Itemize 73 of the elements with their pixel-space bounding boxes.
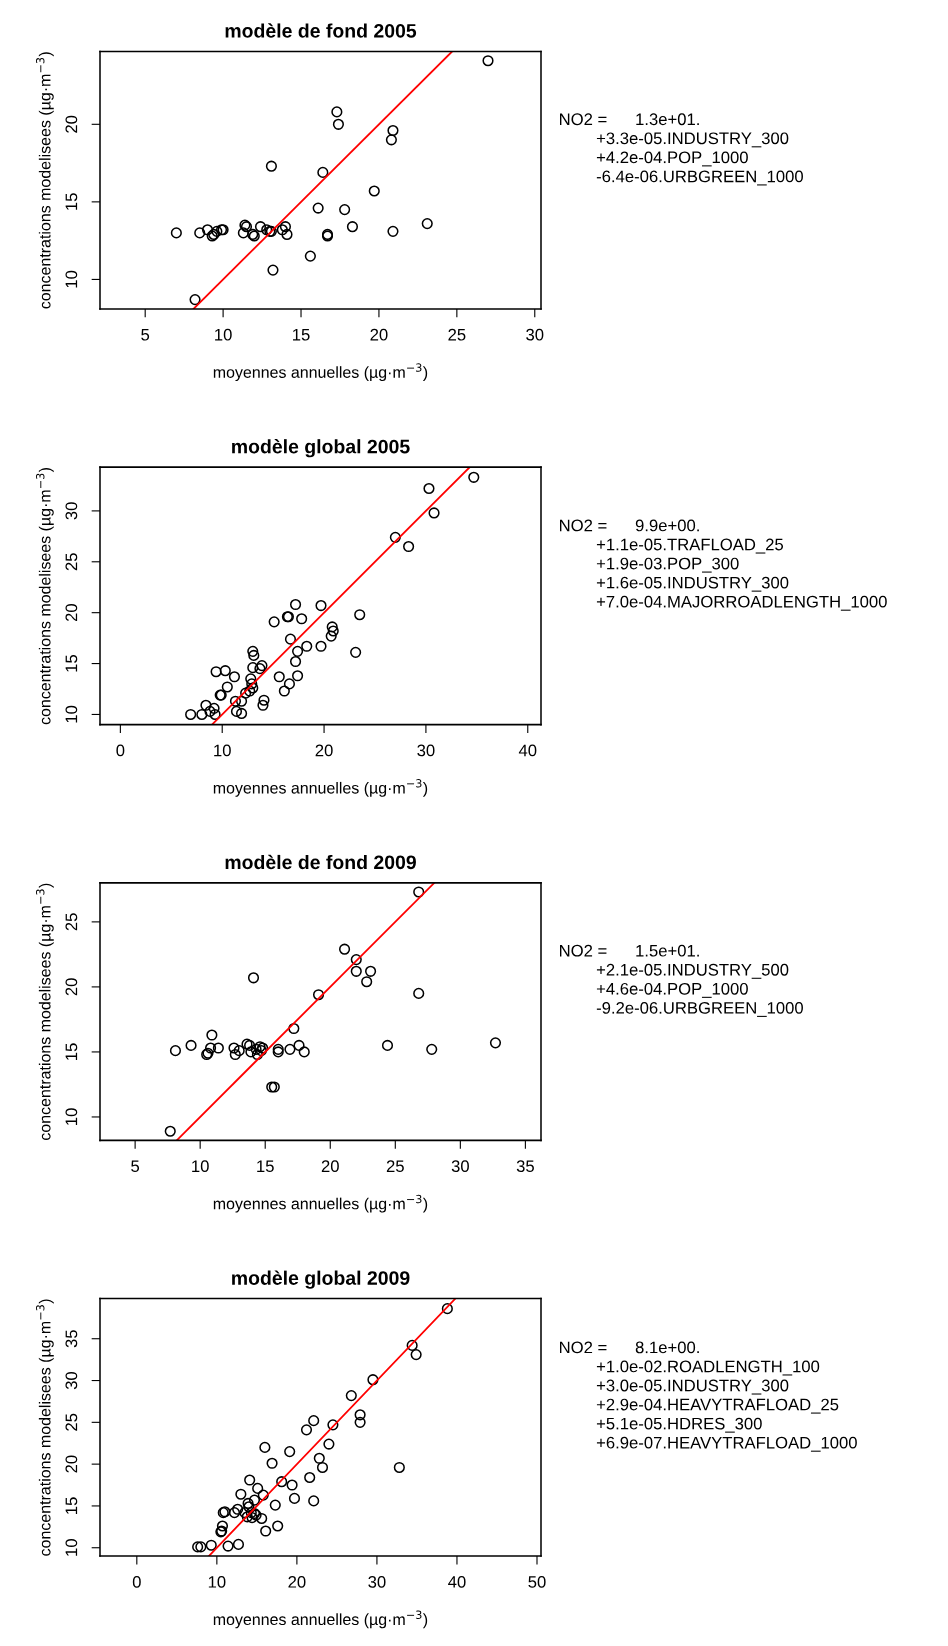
y-tick-label: 20 xyxy=(65,978,78,996)
y-tick-label: 20 xyxy=(65,604,78,622)
x-tick-label: 20 xyxy=(370,328,388,341)
text: +1.6e-05.INDUSTRY_300 xyxy=(596,576,789,592)
y-tick-label: 15 xyxy=(65,654,78,672)
x-tick-label: 15 xyxy=(293,328,310,341)
x-tick-label: 40 xyxy=(518,744,537,757)
x-axis-title: moyennes annuelles (µg·m$^{−3}$) xyxy=(213,779,428,797)
y-axis-title: concentrations modelisees (µg·m$^{−3}$) xyxy=(36,467,54,725)
chart-title: modèle global 2005 xyxy=(232,438,410,458)
x-tick-label: 10 xyxy=(192,1160,209,1173)
text: +2.9e-04.HEAVYTRAFLOAD_25 xyxy=(596,1398,839,1414)
y-tick-label: 10 xyxy=(65,705,78,723)
text: +2.1e-05.INDUSTRY_500 xyxy=(596,963,789,979)
y-tick-label: 30 xyxy=(65,1371,78,1390)
x-tick-label: 15 xyxy=(257,1160,274,1173)
x-axis-title: moyennes annuelles (µg·m$^{−3}$) xyxy=(213,363,428,382)
y-tick-label: 20 xyxy=(65,1455,78,1473)
y-tick-label: 20 xyxy=(65,115,78,133)
x-tick-label: 20 xyxy=(321,1160,339,1173)
text: +1.9e-03.POP_300 xyxy=(596,557,739,573)
text: -9.2e-06.URBGREEN_1000 xyxy=(596,1001,803,1017)
x-tick-label: 30 xyxy=(368,1575,386,1588)
y-tick-label: 25 xyxy=(65,913,78,931)
text: +5.1e-05.HDRES_300 xyxy=(596,1417,762,1433)
y-tick-label: 25 xyxy=(65,553,78,571)
x-tick-label: 30 xyxy=(417,744,435,757)
y-axis-title: concentrations modelisees (µg·m$^{−3}$) xyxy=(36,1299,54,1556)
y-tick-label: 10 xyxy=(65,270,78,288)
x-tick-label: 10 xyxy=(214,744,231,757)
text: +3.0e-05.INDUSTRY_300 xyxy=(596,1379,789,1395)
text: NO2 = 1.5e+01. xyxy=(560,944,699,957)
text: +7.0e-04.MAJORROADLENGTH_1000 xyxy=(596,595,887,611)
y-tick-label: 15 xyxy=(65,193,78,210)
text: +4.6e-04.POP_1000 xyxy=(596,982,748,998)
x-tick-label: 20 xyxy=(315,744,333,757)
y-tick-label: 35 xyxy=(65,1330,78,1348)
text: +6.9e-07.HEAVYTRAFLOAD_1000 xyxy=(596,1436,857,1452)
text: NO2 = 1.3e+01. xyxy=(560,113,699,126)
x-tick-label: 30 xyxy=(526,328,544,341)
x-tick-label: 10 xyxy=(215,328,232,341)
x-tick-label: 25 xyxy=(386,1160,404,1173)
chart-title: modèle de fond 2009 xyxy=(225,854,416,870)
x-axis-title: moyennes annuelles (µg·m$^{−3}$) xyxy=(213,1194,428,1213)
x-tick-label: 0 xyxy=(116,744,125,757)
x-tick-label: 35 xyxy=(516,1160,534,1173)
text: +3.3e-05.INDUSTRY_300 xyxy=(596,132,789,148)
x-tick-label: 10 xyxy=(208,1575,226,1588)
y-tick-label: 10 xyxy=(65,1539,78,1556)
text: +1.1e-05.TRAFLOAD_25 xyxy=(596,538,784,554)
text: NO2 = 9.9e+00. xyxy=(560,519,699,532)
text: +4.2e-04.POP_1000 xyxy=(596,151,748,167)
x-tick-label: 5 xyxy=(131,1160,140,1173)
y-axis-title: concentrations modelisees (µg·m$^{−3}$) xyxy=(36,883,54,1140)
y-tick-label: 10 xyxy=(65,1108,78,1125)
y-tick-label: 30 xyxy=(65,502,78,520)
x-tick-label: 20 xyxy=(288,1575,306,1588)
y-tick-label: 15 xyxy=(65,1043,78,1060)
y-tick-label: 25 xyxy=(65,1413,78,1431)
text: NO2 = 8.1e+00. xyxy=(560,1341,699,1354)
x-tick-label: 30 xyxy=(451,1160,469,1173)
text: -6.4e-06.URBGREEN_1000 xyxy=(596,170,803,186)
x-tick-label: 40 xyxy=(448,1575,466,1588)
x-tick-label: 25 xyxy=(448,328,466,341)
y-tick-label: 15 xyxy=(65,1497,78,1514)
x-tick-label: 0 xyxy=(132,1575,141,1588)
x-tick-label: 5 xyxy=(141,328,150,341)
chart-title: modèle global 2009 xyxy=(232,1270,410,1289)
text: +1.0e-02.ROADLENGTH_100 xyxy=(596,1360,820,1376)
x-tick-label: 50 xyxy=(528,1575,546,1588)
chart-title: modèle de fond 2005 xyxy=(225,23,417,38)
x-axis-title: moyennes annuelles (µg·m$^{−3}$) xyxy=(213,1610,428,1629)
y-axis-title: concentrations modelisees (µg·m$^{−3}$) xyxy=(36,52,54,309)
